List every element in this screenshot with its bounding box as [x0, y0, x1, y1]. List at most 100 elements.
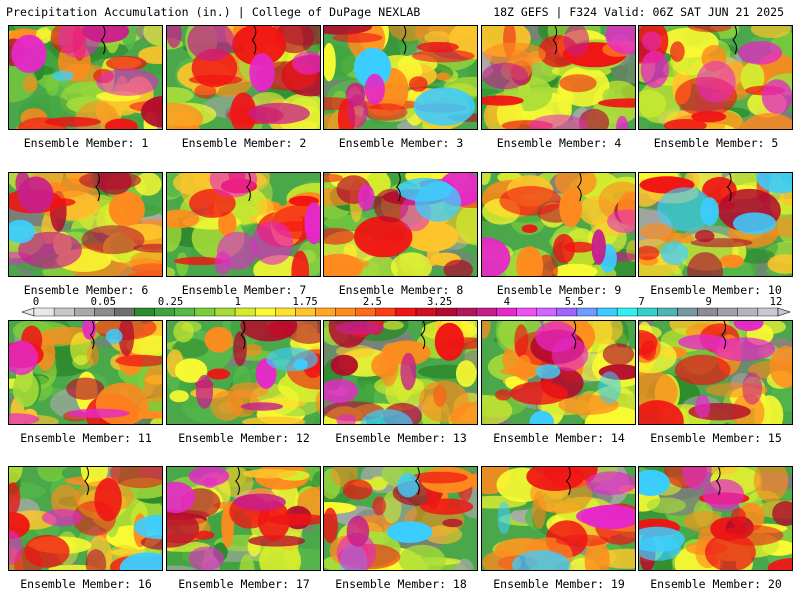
ensemble-map-10 — [638, 172, 793, 277]
precip-field — [9, 321, 162, 424]
scale-tick-label: 4 — [503, 296, 511, 308]
scale-tick-label: 1.75 — [292, 296, 318, 308]
precip-field — [9, 173, 162, 276]
scale-min-arrow — [21, 307, 35, 317]
ensemble-map-2 — [166, 25, 321, 130]
coastline — [414, 467, 420, 496]
coastline — [576, 173, 582, 202]
member-label: Ensemble Member: 11 — [20, 431, 152, 445]
precip-field — [482, 26, 635, 129]
run-valid-time: 18Z GEFS | F324 Valid: 06Z SAT JUN 21 20… — [493, 5, 784, 19]
coastline — [565, 467, 571, 496]
coastline — [100, 26, 106, 55]
scale-swatch — [717, 307, 738, 317]
scale-swatch — [596, 307, 618, 317]
scale-tick-label: 0.05 — [90, 296, 116, 308]
member-label: Ensemble Member: 15 — [650, 431, 782, 445]
scale-swatch — [697, 307, 718, 317]
member-label: Ensemble Member: 13 — [335, 431, 467, 445]
ensemble-map-20 — [638, 466, 793, 571]
precip-field — [167, 467, 320, 570]
ensemble-map-13 — [323, 320, 478, 425]
ensemble-map-4 — [481, 25, 636, 130]
member-label: Ensemble Member: 19 — [493, 577, 625, 591]
member-label: Ensemble Member: 1 — [23, 136, 149, 150]
member-label: Ensemble Member: 2 — [181, 136, 307, 150]
precip-field — [639, 467, 792, 570]
coastline — [89, 321, 95, 350]
scale-swatch — [335, 307, 356, 317]
scale-tick-label: 0.25 — [157, 296, 184, 308]
coastline — [732, 26, 738, 55]
precip-field — [324, 467, 477, 570]
member-label: Ensemble Member: 8 — [338, 283, 464, 297]
color-scale-bar — [21, 307, 791, 317]
ensemble-map-8 — [323, 172, 478, 277]
ensemble-map-18 — [323, 466, 478, 571]
scale-tick-label: 7 — [638, 296, 645, 308]
ensemble-map-17 — [166, 466, 321, 571]
scale-swatch — [476, 307, 497, 317]
scale-swatch — [275, 307, 296, 317]
precip-field — [639, 321, 792, 424]
scale-swatch — [134, 307, 155, 317]
product-title: Precipitation Accumulation (in.) | Colle… — [6, 5, 421, 19]
scale-swatch — [395, 307, 417, 317]
scale-swatch — [536, 307, 558, 317]
coastline — [721, 321, 727, 350]
coastline — [571, 321, 577, 350]
precip-field — [167, 321, 320, 424]
scale-swatch — [556, 307, 578, 317]
coastline — [95, 173, 100, 202]
precip-field — [639, 173, 792, 276]
coastline — [84, 467, 89, 496]
scale-swatch — [154, 307, 175, 317]
precip-field — [9, 26, 162, 129]
member-label: Ensemble Member: 16 — [20, 577, 152, 591]
ensemble-map-3 — [323, 25, 478, 130]
precip-field — [324, 173, 477, 276]
member-label: Ensemble Member: 10 — [650, 283, 782, 297]
scale-tick-label: 5.5 — [564, 296, 584, 308]
scale-swatch — [174, 307, 196, 317]
scale-swatch — [516, 307, 537, 317]
precip-field — [324, 26, 477, 129]
member-label: Ensemble Member: 18 — [335, 577, 467, 591]
scale-tick-label: 1 — [234, 296, 241, 308]
precip-field — [9, 467, 162, 570]
ensemble-map-5 — [638, 25, 793, 130]
scale-swatch — [496, 307, 517, 317]
scale-tick-label: 0 — [32, 296, 40, 308]
scale-swatch — [737, 307, 759, 317]
scale-swatch — [254, 307, 276, 317]
coastline — [552, 26, 558, 55]
scale-swatch — [355, 307, 377, 317]
member-label: Ensemble Member: 7 — [181, 283, 307, 297]
scale-swatch — [616, 307, 638, 317]
precip-field — [167, 173, 320, 276]
scale-swatch — [94, 307, 115, 317]
member-label: Ensemble Member: 4 — [496, 136, 622, 150]
member-label: Ensemble Member: 20 — [650, 577, 782, 591]
scale-swatch — [234, 307, 256, 317]
precip-field — [167, 26, 320, 129]
coastline — [240, 321, 246, 350]
member-label: Ensemble Member: 6 — [23, 283, 149, 297]
precip-field — [324, 321, 477, 424]
coastline — [420, 321, 426, 350]
scale-swatch — [74, 307, 95, 317]
scale-swatch — [657, 307, 678, 317]
member-label: Ensemble Member: 14 — [493, 431, 625, 445]
scale-swatch — [637, 307, 658, 317]
member-label: Ensemble Member: 5 — [653, 136, 779, 150]
member-label: Ensemble Member: 9 — [496, 283, 622, 297]
scale-swatch — [677, 307, 698, 317]
scale-swatch — [114, 307, 135, 317]
ensemble-map-11 — [8, 320, 163, 425]
ensemble-map-16 — [8, 466, 163, 571]
scale-swatch — [456, 307, 477, 317]
ensemble-map-1 — [8, 25, 163, 130]
coastline — [246, 173, 251, 202]
precip-field — [482, 467, 635, 570]
scale-swatch — [435, 307, 457, 317]
